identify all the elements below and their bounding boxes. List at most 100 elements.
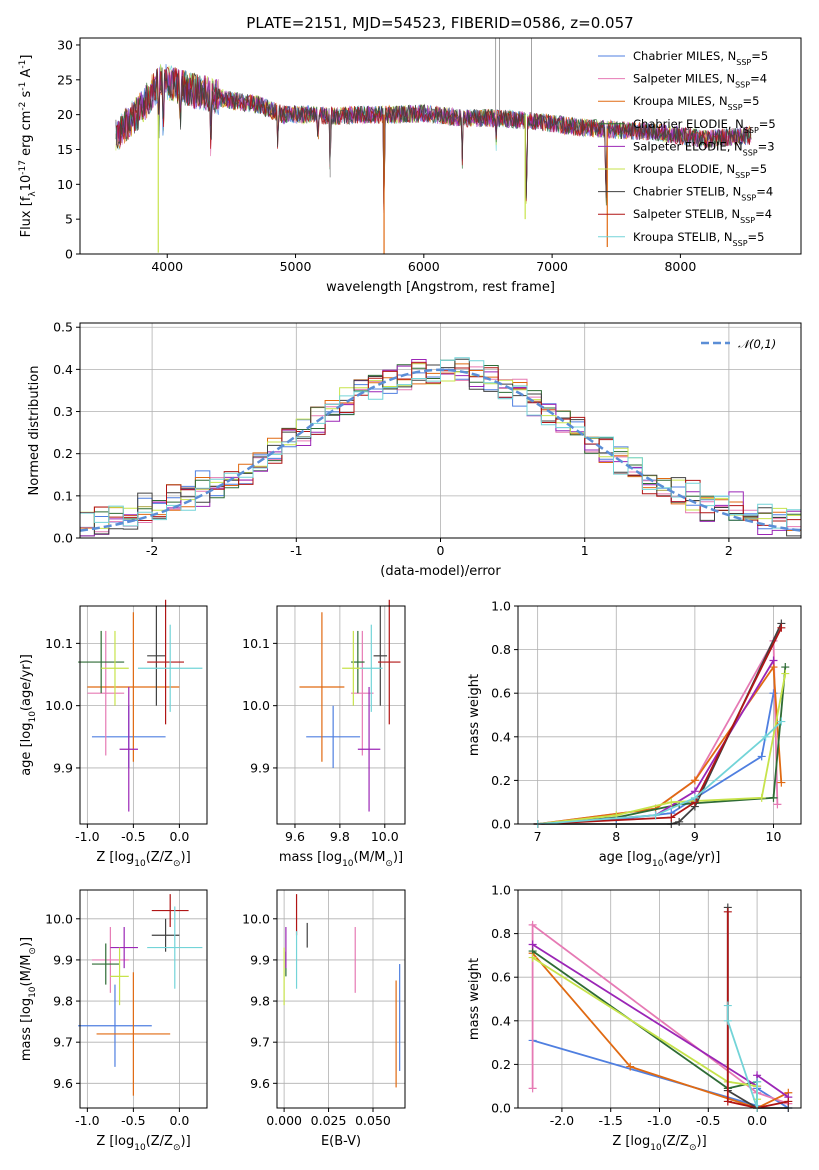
x-tick-label: 9 [691, 829, 699, 844]
weight-line-1 [531, 923, 789, 1105]
y-tick-label: 0.3 [53, 404, 73, 419]
legend: Chabrier MILES, NSSP​=5 Salpeter MILES, N… [598, 49, 776, 247]
x-tick-label: 1 [581, 543, 589, 558]
weight-marker [777, 717, 786, 726]
axes-frame [79, 37, 802, 255]
weight-line-1 [537, 637, 779, 825]
x-tick-label: 4000 [151, 259, 183, 274]
weight-line-6 [537, 623, 783, 825]
weight-marker [667, 798, 676, 807]
weight-marker [761, 732, 770, 741]
y-tick-label: 10.1 [45, 636, 73, 651]
weight-marker [528, 920, 537, 929]
figure-title: PLATE=2151, MJD=54523, FIBERID=0586, z=0… [246, 14, 633, 32]
y-tick-label: 0.4 [53, 362, 73, 377]
weight-marker [757, 793, 766, 802]
plot-area [115, 38, 752, 254]
legend-label-5: Kroupa ELODIE, NSSP​=5 [633, 162, 767, 180]
legend-label-8: Kroupa STELIB, NSSP​=5 [633, 230, 764, 248]
panel-mass_vs_Z: -1.0 -0.5 0.0 9.6 9.7 9.8 9.9 10.0 Z [log10​(Z/Z… [19, 889, 208, 1153]
weight-line-3 [537, 666, 787, 825]
panel-residuals: -2 -1 0 1 2 0.0 0.1 0.2 0.3 0.4 0.5 (data-model)/er… [27, 320, 802, 579]
x-tick-label: 5000 [280, 259, 312, 274]
axes-frame [79, 605, 208, 825]
y-axis-label: mass weight [467, 674, 482, 756]
y-tick-label: 0.5 [53, 320, 73, 335]
y-tick-label: 0.1 [53, 488, 73, 503]
x-tick-label: 8 [612, 829, 620, 844]
x-tick-label: 0.0 [747, 1113, 767, 1128]
weight-marker [723, 907, 732, 916]
y-tick-label: 0.2 [53, 446, 73, 461]
y-tick-label: 30 [57, 37, 73, 52]
y-tick-label: 0.2 [491, 773, 511, 788]
y-tick-label: 0.6 [491, 970, 511, 985]
weight-marker [777, 623, 786, 632]
y-tick-label: 10.0 [45, 911, 73, 926]
y-tick-label: 25 [57, 72, 73, 87]
y-tick-label: 0 [65, 247, 73, 262]
x-tick-label: 8000 [664, 259, 696, 274]
panel-age_vs_mass: 9.6 9.8 10.0 9.9 10.0 10.1 mass [log10​(M/M⊙​)… [242, 599, 406, 869]
y-tick-label: 9.9 [53, 760, 73, 775]
weight-marker [769, 793, 778, 802]
x-tick-label: -1 [290, 543, 302, 558]
legend-label-0: Chabrier MILES, NSSP​=5 [633, 49, 768, 67]
y-axis-label: mass weight [467, 958, 482, 1040]
x-axis-label: Z [log10​(Z/Z⊙​)] [612, 1134, 706, 1153]
y-axis-label: Normed distribution [27, 366, 42, 496]
plot-area [283, 894, 401, 1088]
y-tick-label: 1.0 [491, 883, 511, 898]
y-tick-label: 10.0 [45, 698, 73, 713]
y-tick-label: 0.8 [491, 926, 511, 941]
x-tick-label: -2.0 [550, 1113, 574, 1128]
weight-marker [690, 776, 699, 785]
weight-marker [723, 1016, 732, 1025]
x-tick-label: 7 [534, 829, 542, 844]
y-tick-label: 9.8 [250, 994, 270, 1009]
weight-marker [528, 1084, 537, 1093]
x-axis-label: mass [log10​(M/M⊙​)] [279, 850, 403, 869]
y-tick-label: 0.4 [491, 1013, 511, 1028]
y-tick-label: 9.9 [250, 760, 270, 775]
axes-frame [276, 605, 406, 825]
plot-area [79, 357, 802, 537]
panel-mass_vs_ebv: 0.000 0.025 0.050 9.6 9.7 9.8 9.9 10.0 E(B-V) [242, 889, 406, 1149]
weight-marker [773, 800, 782, 809]
y-tick-label: 9.9 [53, 952, 73, 967]
weight-marker [723, 1001, 732, 1010]
x-axis-label: age [log10​(age/yr)] [599, 850, 721, 869]
y-tick-label: 5 [65, 212, 73, 227]
x-axis-label: Z [log10​(Z/Z⊙​)] [96, 1134, 190, 1153]
weight-line-8 [726, 1005, 758, 1109]
y-axis-label: mass [log10​(M/M⊙​)] [19, 937, 38, 1061]
legend-label-2: Kroupa MILES, NSSP​=5 [633, 94, 759, 112]
x-axis-label: E(B-V) [321, 1134, 361, 1149]
y-tick-label: 1.0 [491, 599, 511, 614]
x-tick-label: 0.050 [355, 1113, 391, 1128]
weight-line-0 [532, 1039, 789, 1109]
y-tick-label: 0.8 [491, 642, 511, 657]
y-tick-label: 9.7 [250, 1035, 270, 1050]
x-tick-label: 10.0 [371, 829, 399, 844]
x-tick-label: -1.0 [75, 1113, 99, 1128]
y-tick-label: 0.2 [491, 1057, 511, 1072]
weight-marker [626, 1062, 635, 1071]
spectrum-line-6 [115, 67, 752, 204]
panel-age_vs_Z: -1.0 -0.5 0.0 9.9 10.0 10.1 Z [log10​(Z/Z⊙​)] a… [19, 599, 208, 869]
weight-marker [769, 656, 778, 665]
x-tick-label: -1.5 [599, 1113, 623, 1128]
weight-marker [651, 811, 660, 820]
x-tick-label: 0.000 [266, 1113, 302, 1128]
x-tick-label: -1.0 [75, 829, 99, 844]
panel-spectrum: 4000 5000 6000 7000 8000 0 5 10 15 20 25 30 waveleng… [18, 37, 802, 295]
weight-line-0 [537, 693, 775, 825]
axes-frame [276, 889, 406, 1109]
plot-area [78, 894, 203, 1096]
axes-frame [79, 322, 802, 539]
y-axis-label: Flux [fλ​10-17​ erg cm-2​ s-1​ A-1​] [18, 55, 38, 238]
weight-marker [753, 1077, 762, 1086]
y-tick-label: 9.6 [250, 1076, 270, 1091]
x-tick-label: 0.0 [169, 1113, 189, 1128]
